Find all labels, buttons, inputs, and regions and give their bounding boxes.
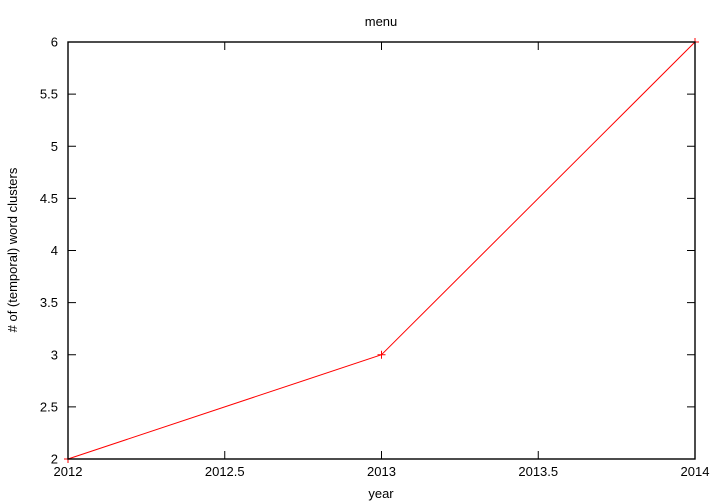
- y-tick-label: 3: [51, 347, 58, 362]
- chart-title: menu: [365, 14, 398, 29]
- y-axis-title: # of (temporal) word clusters: [5, 167, 20, 332]
- series-line: [67, 41, 696, 460]
- x-axis-title: year: [368, 486, 394, 501]
- y-tick-label: 6: [51, 35, 58, 50]
- x-tick-label: 2012: [54, 464, 83, 479]
- y-tick-label: 5.5: [40, 87, 58, 102]
- series-layer: [64, 38, 699, 463]
- data-point: [377, 350, 386, 359]
- y-tick-label: 4: [51, 243, 58, 258]
- x-tick-label: 2012.5: [205, 464, 245, 479]
- y-tick-label: 3.5: [40, 295, 58, 310]
- x-tick-label: 2014: [681, 464, 710, 479]
- y-tick-label: 2: [51, 452, 58, 467]
- y-tick-label: 4.5: [40, 191, 58, 206]
- y-tick-label: 5: [51, 139, 58, 154]
- y-tick-label: 2.5: [40, 399, 58, 414]
- plot-frame: [67, 41, 696, 460]
- x-tick-label: 2013.5: [518, 464, 558, 479]
- ticks-layer: 2012 2012.5 2013 2013.5 2014 2 2.5 3 3.5 4 4.5 5 5.5…: [40, 35, 710, 480]
- x-tick-label: 2013: [367, 464, 396, 479]
